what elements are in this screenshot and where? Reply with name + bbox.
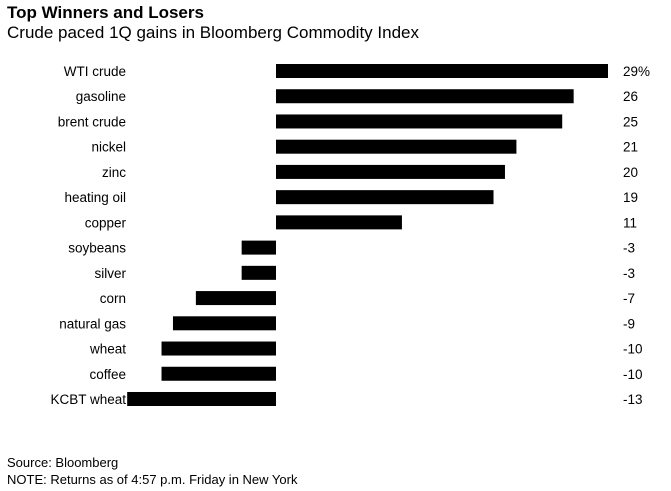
bar [276,164,505,179]
category-label: nickel [91,140,126,155]
category-label: wheat [89,342,126,357]
bar [276,89,574,104]
value-label: -10 [623,342,643,357]
value-label: 11 [623,215,637,230]
bar [161,341,276,356]
chart-subtitle: Crude paced 1Q gains in Bloomberg Commod… [7,23,419,42]
category-label: corn [100,291,126,306]
value-label: 29% [623,64,650,79]
value-label: 20 [623,165,638,180]
category-label: brent crude [58,114,126,129]
bar [276,215,402,230]
category-label: coffee [89,367,126,382]
category-label: gasoline [76,89,126,104]
bar [276,64,608,78]
category-label: natural gas [59,316,126,331]
bar [195,291,276,306]
source-note: Source: Bloomberg [7,455,119,470]
bar [127,391,276,406]
value-label: 19 [623,190,638,205]
category-label: KCBT wheat [50,392,126,407]
category-label: heating oil [64,190,126,205]
category-label: soybeans [68,241,126,256]
bar [276,190,494,205]
value-label: -10 [623,367,643,382]
bar [241,240,276,255]
bar [276,114,563,129]
bar [276,139,517,154]
category-label: silver [94,266,126,281]
category-label: zinc [102,165,126,180]
bar-chart: WTI crude 29% gasoline 26 brent crude 25 nicke… [50,64,650,407]
value-label: -3 [623,241,635,256]
value-label: -13 [623,392,643,407]
bar [241,265,276,280]
chart-title: Top Winners and Losers [7,3,204,22]
category-label: copper [85,215,127,230]
value-label: 25 [623,114,638,129]
value-label: -9 [623,316,635,331]
bar [172,316,276,331]
value-label: -7 [623,291,635,306]
category-label: WTI crude [64,64,126,79]
value-label: -3 [623,266,635,281]
value-label: 21 [623,140,638,155]
bar [161,366,276,381]
returns-note: NOTE: Returns as of 4:57 p.m. Friday in … [7,472,298,487]
value-label: 26 [623,89,638,104]
